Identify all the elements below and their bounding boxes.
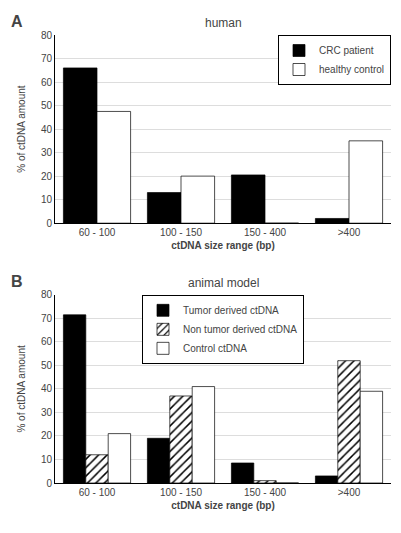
svg-text:0: 0 [46, 478, 52, 489]
svg-text:50: 50 [41, 100, 53, 111]
svg-text:>400: >400 [338, 487, 361, 498]
svg-text:100 - 150: 100 - 150 [160, 487, 203, 498]
svg-text:70: 70 [41, 313, 53, 324]
svg-text:A: A [11, 13, 23, 30]
svg-text:40: 40 [41, 383, 53, 394]
svg-text:50: 50 [41, 360, 53, 371]
svg-text:100 - 150: 100 - 150 [160, 227, 203, 238]
svg-text:150 - 400: 150 - 400 [244, 227, 287, 238]
svg-text:30: 30 [41, 407, 53, 418]
svg-text:60: 60 [41, 336, 53, 347]
svg-text:% of ctDNA amount: % of ctDNA amount [16, 85, 27, 172]
svg-text:ctDNA size range (bp): ctDNA size range (bp) [171, 500, 275, 511]
svg-text:80: 80 [41, 289, 53, 300]
svg-text:0: 0 [46, 218, 52, 229]
svg-text:40: 40 [41, 124, 53, 135]
svg-text:20: 20 [41, 430, 53, 441]
svg-text:30: 30 [41, 147, 53, 158]
svg-text:60: 60 [41, 77, 53, 88]
svg-text:Control ctDNA: Control ctDNA [183, 343, 247, 354]
svg-text:20: 20 [41, 171, 53, 182]
svg-text:150 - 400: 150 - 400 [244, 487, 287, 498]
svg-text:70: 70 [41, 53, 53, 64]
svg-text:10: 10 [41, 194, 53, 205]
svg-text:10: 10 [41, 454, 53, 465]
svg-text:healthy control: healthy control [319, 64, 384, 75]
svg-text:80: 80 [41, 30, 53, 41]
svg-text:Tumor derived ctDNA: Tumor derived ctDNA [183, 305, 279, 316]
svg-text:animal model: animal model [188, 276, 259, 290]
svg-text:B: B [11, 273, 23, 290]
svg-text:ctDNA size range (bp): ctDNA size range (bp) [171, 240, 275, 251]
svg-text:60 - 100: 60 - 100 [79, 487, 116, 498]
svg-text:>400: >400 [338, 227, 361, 238]
svg-text:human: human [205, 16, 242, 30]
svg-text:CRC patient: CRC patient [319, 45, 374, 56]
svg-text:Non tumor derived ctDNA: Non tumor derived ctDNA [183, 324, 297, 335]
svg-text:60 - 100: 60 - 100 [79, 227, 116, 238]
svg-text:% of ctDNA amount: % of ctDNA amount [16, 345, 27, 432]
